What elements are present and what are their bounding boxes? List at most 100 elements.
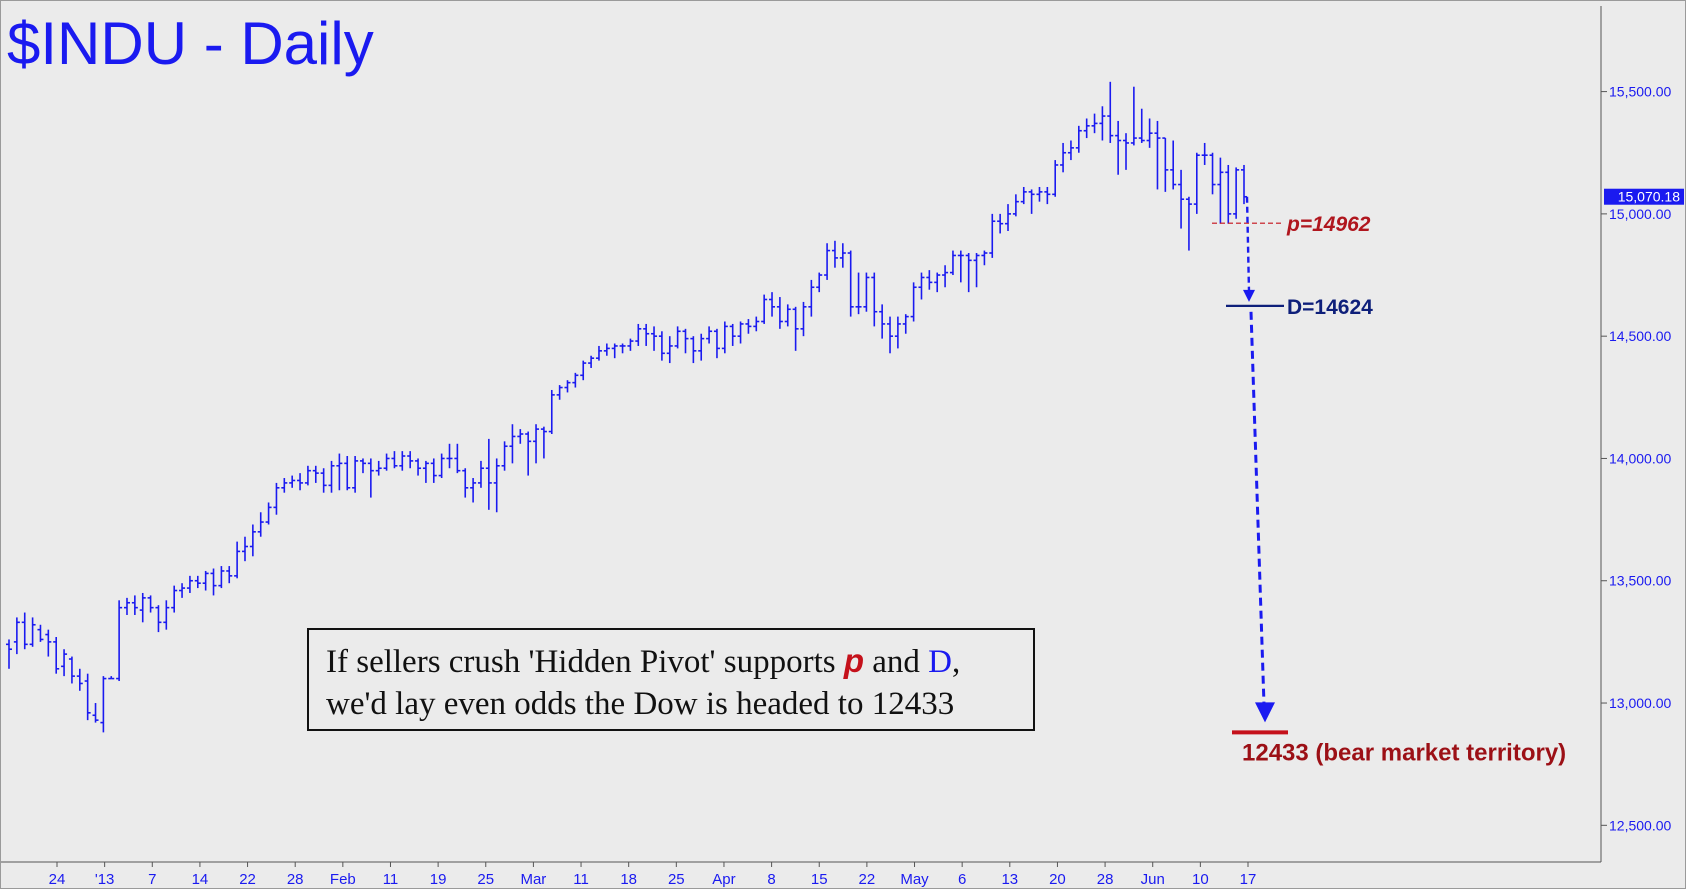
ohlc-bar bbox=[509, 424, 516, 464]
y-tick-label: 15,000.00 bbox=[1609, 206, 1671, 222]
ohlc-bar bbox=[430, 458, 437, 483]
ohlc-bar bbox=[226, 566, 233, 584]
ohlc-bar bbox=[918, 272, 925, 300]
ohlc-bar bbox=[328, 460, 335, 493]
y-tick-label: 15,500.00 bbox=[1609, 84, 1671, 100]
ohlc-bar bbox=[21, 612, 28, 650]
ohlc-bar bbox=[745, 319, 752, 334]
ohlc-bar bbox=[92, 703, 99, 723]
ohlc-bar bbox=[949, 250, 956, 276]
ohlc-bar bbox=[446, 443, 453, 469]
ohlc-bar bbox=[595, 345, 602, 361]
ohlc-bar bbox=[989, 213, 996, 258]
ohlc-bar bbox=[997, 213, 1004, 234]
arrow-to-target bbox=[1249, 311, 1266, 705]
commentary-text: , bbox=[952, 644, 961, 680]
ohlc-bar bbox=[108, 676, 115, 680]
ohlc-bar bbox=[658, 331, 665, 361]
ohlc-bar bbox=[831, 240, 838, 268]
ohlc-bar bbox=[1146, 118, 1153, 148]
x-tick-label: 11 bbox=[573, 871, 589, 888]
ohlc-bar bbox=[1170, 140, 1177, 190]
x-tick-label: 18 bbox=[620, 871, 637, 888]
ohlc-bar bbox=[155, 605, 162, 633]
ohlc-bar bbox=[863, 272, 870, 312]
ohlc-bar bbox=[304, 465, 311, 486]
ohlc-bar bbox=[769, 292, 776, 317]
chart-title: $INDU - Daily bbox=[7, 10, 374, 77]
arrow-to-target-head bbox=[1255, 702, 1275, 723]
ohlc-bar bbox=[265, 502, 272, 525]
ohlc-bar bbox=[1083, 118, 1090, 139]
ohlc-bar bbox=[934, 272, 941, 293]
ohlc-bar bbox=[1005, 204, 1012, 232]
ohlc-bar bbox=[682, 328, 689, 354]
commentary-d-symbol: D bbox=[928, 644, 953, 680]
ohlc-bar bbox=[1193, 152, 1200, 214]
ohlc-bar bbox=[973, 253, 980, 288]
ohlc-bar bbox=[1052, 160, 1059, 197]
y-tick-label: 14,000.00 bbox=[1609, 450, 1671, 466]
x-tick-label: 7 bbox=[148, 871, 156, 888]
ohlc-bar bbox=[501, 441, 508, 471]
ohlc-bar bbox=[1060, 142, 1067, 173]
ohlc-bar bbox=[965, 253, 972, 293]
ohlc-bar bbox=[572, 372, 579, 388]
x-tick-label: 11 bbox=[383, 871, 399, 888]
ohlc-bar bbox=[635, 323, 642, 346]
x-tick-label: May bbox=[900, 871, 929, 888]
ohlc-bar bbox=[359, 458, 366, 474]
ohlc-bar bbox=[1020, 186, 1027, 205]
x-tick-label: 24 bbox=[49, 871, 66, 888]
ohlc-bar bbox=[100, 676, 107, 733]
ohlc-bar bbox=[839, 243, 846, 268]
ohlc-bar bbox=[485, 438, 492, 510]
ohlc-bar bbox=[603, 343, 610, 356]
ohlc-bar bbox=[76, 668, 83, 691]
ohlc-bar bbox=[1115, 120, 1122, 175]
x-tick-label: Mar bbox=[520, 871, 546, 888]
ohlc-bar bbox=[1067, 140, 1074, 161]
last-price-tag-bg bbox=[1604, 188, 1684, 205]
ohlc-bar bbox=[6, 639, 12, 669]
ohlc-bar bbox=[1044, 186, 1051, 205]
ohlc-bar bbox=[477, 460, 484, 488]
ohlc-bar bbox=[800, 301, 807, 337]
ohlc-bar bbox=[957, 250, 964, 283]
ohlc-bar bbox=[312, 465, 319, 483]
ohlc-bar bbox=[186, 575, 193, 593]
ohlc-bar bbox=[194, 575, 201, 589]
ohlc-bar bbox=[556, 385, 563, 400]
ohlc-bar bbox=[698, 333, 705, 361]
ohlc-bar bbox=[761, 294, 768, 324]
ohlc-bar bbox=[249, 524, 256, 557]
ohlc-bar bbox=[61, 649, 68, 677]
ohlc-bar bbox=[470, 478, 477, 503]
ohlc-bar bbox=[721, 321, 728, 354]
ohlc-bar bbox=[1107, 81, 1114, 143]
ohlc-bar bbox=[588, 355, 595, 368]
ohlc-bar bbox=[179, 583, 186, 598]
ohlc-bar bbox=[611, 343, 618, 359]
ohlc-bar bbox=[1130, 86, 1137, 146]
ohlc-bar bbox=[517, 429, 524, 444]
ohlc-bar bbox=[45, 629, 52, 657]
ohlc-bar bbox=[1075, 125, 1082, 153]
d-pivot-label: D=14624 bbox=[1287, 296, 1373, 319]
ohlc-bar bbox=[281, 478, 288, 493]
ohlc-bar bbox=[352, 456, 359, 493]
ohlc-bar bbox=[297, 473, 304, 491]
arrow-to-d bbox=[1245, 196, 1251, 292]
ohlc-bar bbox=[391, 451, 398, 469]
ohlc-bar bbox=[53, 636, 60, 674]
x-tick-label: 28 bbox=[1097, 871, 1114, 888]
ohlc-bar bbox=[540, 426, 547, 459]
ohlc-bar bbox=[690, 336, 697, 364]
ohlc-bar bbox=[879, 304, 886, 339]
x-tick-label: 8 bbox=[767, 871, 775, 888]
x-tick-label: Feb bbox=[330, 871, 356, 888]
x-tick-label: Apr bbox=[712, 871, 735, 888]
ohlc-bar bbox=[1185, 196, 1192, 251]
ohlc-bar bbox=[1028, 189, 1035, 214]
ohlc-bar bbox=[713, 328, 720, 359]
